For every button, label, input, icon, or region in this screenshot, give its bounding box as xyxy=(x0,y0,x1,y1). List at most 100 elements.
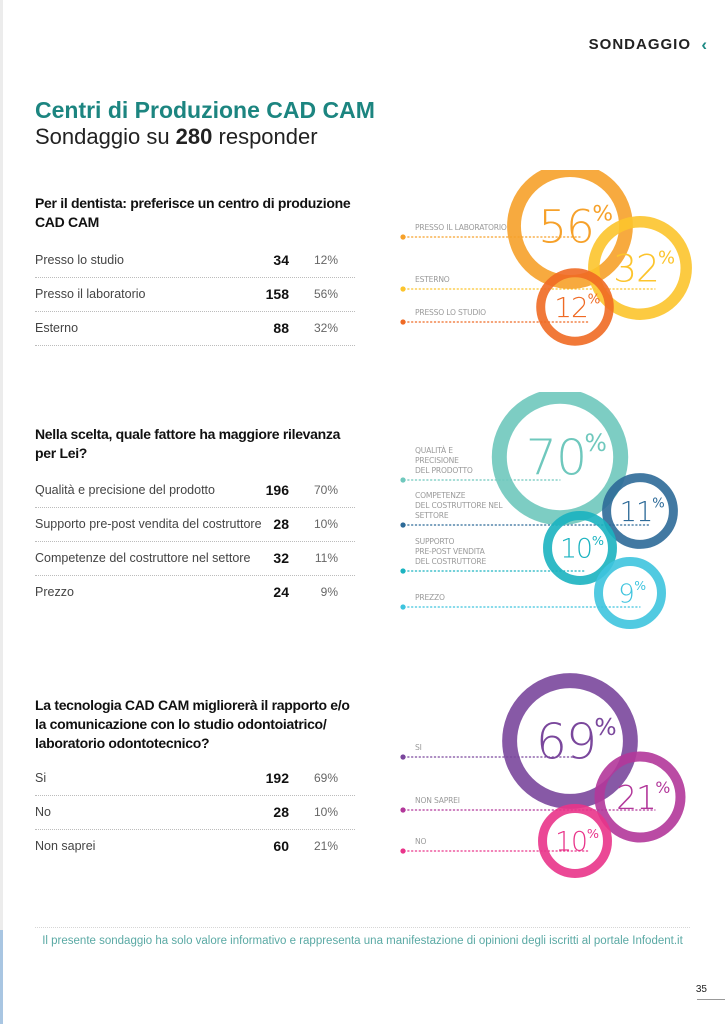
legend-dot xyxy=(400,807,406,813)
value-label: 10 xyxy=(560,534,592,565)
row-percent: 12% xyxy=(313,253,338,267)
percent-sign: % xyxy=(658,248,675,269)
question-3-title: La tecnologia CAD CAM migliorerà il rapp… xyxy=(35,697,350,751)
page-edge xyxy=(0,0,3,1024)
value-label: 32 xyxy=(613,246,659,290)
value-label: 12 xyxy=(554,291,588,324)
chevron-left-icon: ‹ xyxy=(701,35,707,54)
table-row: Presso lo studio 34 12% xyxy=(35,244,355,278)
ring-mark xyxy=(594,557,666,629)
legend-dot xyxy=(400,522,406,528)
legend-label: QUALITÀ E xyxy=(415,446,453,455)
table-row: Esterno 88 32% xyxy=(35,312,355,346)
table-row: Competenze del costruttore nel settore 32… xyxy=(35,542,355,576)
question-3-table: Si 192 69% No 28 10% Non saprei 60 21% xyxy=(35,762,355,863)
page-number-rule xyxy=(697,999,725,1000)
subtitle-prefix: Sondaggio su xyxy=(35,124,176,149)
legend-dot xyxy=(400,604,406,610)
page-number: 35 xyxy=(695,984,707,995)
row-percent: 10% xyxy=(313,517,338,531)
value-label: 9 xyxy=(618,579,633,609)
question-1-title: Per il dentista: preferisce un centro di… xyxy=(35,195,351,230)
section-tag: SONDAGGIO xyxy=(588,36,691,53)
legend-label: PRESSO LO STUDIO xyxy=(415,308,486,317)
row-count: 28 xyxy=(273,804,289,820)
percent-sign: % xyxy=(584,429,606,457)
legend-label: SETTORE xyxy=(415,511,449,520)
row-label: Competenze del costruttore nel settore xyxy=(35,551,251,565)
table-row: Qualità e precisione del prodotto 196 70% xyxy=(35,474,355,508)
footer-divider xyxy=(35,927,690,928)
percent-sign: % xyxy=(592,534,604,549)
legend-dot xyxy=(400,477,406,483)
legend-label: SUPPORTO xyxy=(415,537,454,546)
table-row: Prezzo 24 9% xyxy=(35,576,355,609)
value-label: 10 xyxy=(555,827,587,858)
value-label: 69 xyxy=(536,714,596,771)
row-count: 60 xyxy=(273,838,289,854)
page-edge-accent xyxy=(0,930,3,1024)
legend-label: PRE-POST VENDITA xyxy=(415,547,486,556)
footer-disclaimer: Il presente sondaggio ha solo valore inf… xyxy=(42,935,683,947)
row-label: No xyxy=(35,805,51,819)
ring-mark xyxy=(536,268,614,346)
legend-label: NO xyxy=(415,837,426,846)
row-count: 192 xyxy=(265,770,289,786)
row-count: 158 xyxy=(265,286,289,302)
legend-dot xyxy=(400,568,406,574)
subtitle-suffix: responder xyxy=(212,124,318,149)
row-count: 24 xyxy=(273,584,289,600)
legend-label: DEL PRODOTTO xyxy=(415,466,473,475)
ring-mark xyxy=(594,751,686,843)
value-label: 56 xyxy=(538,200,594,253)
row-label: Prezzo xyxy=(35,585,74,599)
legend-label: DEL COSTRUTTORE NEL xyxy=(415,501,503,510)
legend-dot xyxy=(400,234,406,240)
row-label: Qualità e precisione del prodotto xyxy=(35,483,215,497)
row-count: 196 xyxy=(265,482,289,498)
ring-mark xyxy=(543,511,617,585)
row-percent: 9% xyxy=(320,585,338,599)
value-label: 70 xyxy=(526,429,586,487)
ring-mark xyxy=(602,473,678,549)
row-percent: 10% xyxy=(313,805,338,819)
row-percent: 70% xyxy=(313,483,338,497)
row-count: 88 xyxy=(273,320,289,336)
ring-mark xyxy=(502,673,638,809)
percent-sign: % xyxy=(592,202,613,227)
ring-mark xyxy=(588,216,692,320)
legend-dot xyxy=(400,319,406,325)
legend-label: DEL COSTRUTTORE xyxy=(415,557,486,566)
table-row: No 28 10% xyxy=(35,796,355,830)
row-label: Non saprei xyxy=(35,839,96,853)
ring-mark xyxy=(538,804,612,878)
table-row: Supporto pre-post vendita del costruttor… xyxy=(35,508,355,542)
row-percent: 56% xyxy=(313,287,338,301)
legend-label: SI xyxy=(415,743,422,752)
percent-sign: % xyxy=(594,713,616,741)
percent-sign: % xyxy=(588,293,601,308)
page-title: Centri di Produzione CAD CAM xyxy=(35,97,375,123)
percent-sign: % xyxy=(587,827,599,842)
row-count: 34 xyxy=(273,252,289,268)
legend-dot xyxy=(400,754,406,760)
legend-dot xyxy=(400,848,406,854)
row-label: Si xyxy=(35,771,47,785)
row-percent: 11% xyxy=(314,551,338,565)
legend-label: NON SAPREI xyxy=(415,796,460,805)
row-percent: 21% xyxy=(313,839,338,853)
chart-preferred-production-center: PRESSO IL LABORATORIO ESTERNO PRESSO LO ST… xyxy=(400,170,692,346)
row-label: Esterno xyxy=(35,321,79,335)
legend-label: ESTERNO xyxy=(415,275,450,284)
legend-label: PRECISIONE xyxy=(415,456,459,465)
legend-label: PREZZO xyxy=(415,593,445,602)
respondent-count: 280 xyxy=(175,124,213,149)
legend-label: COMPETENZE xyxy=(415,491,466,500)
question-1-table: Presso lo studio 34 12% Presso il laborato… xyxy=(35,244,355,346)
row-count: 32 xyxy=(273,550,289,566)
table-row: Presso il laboratorio 158 56% xyxy=(35,278,355,312)
row-label: Supporto pre-post vendita del costruttor… xyxy=(35,517,262,531)
legend-dot xyxy=(400,286,406,292)
